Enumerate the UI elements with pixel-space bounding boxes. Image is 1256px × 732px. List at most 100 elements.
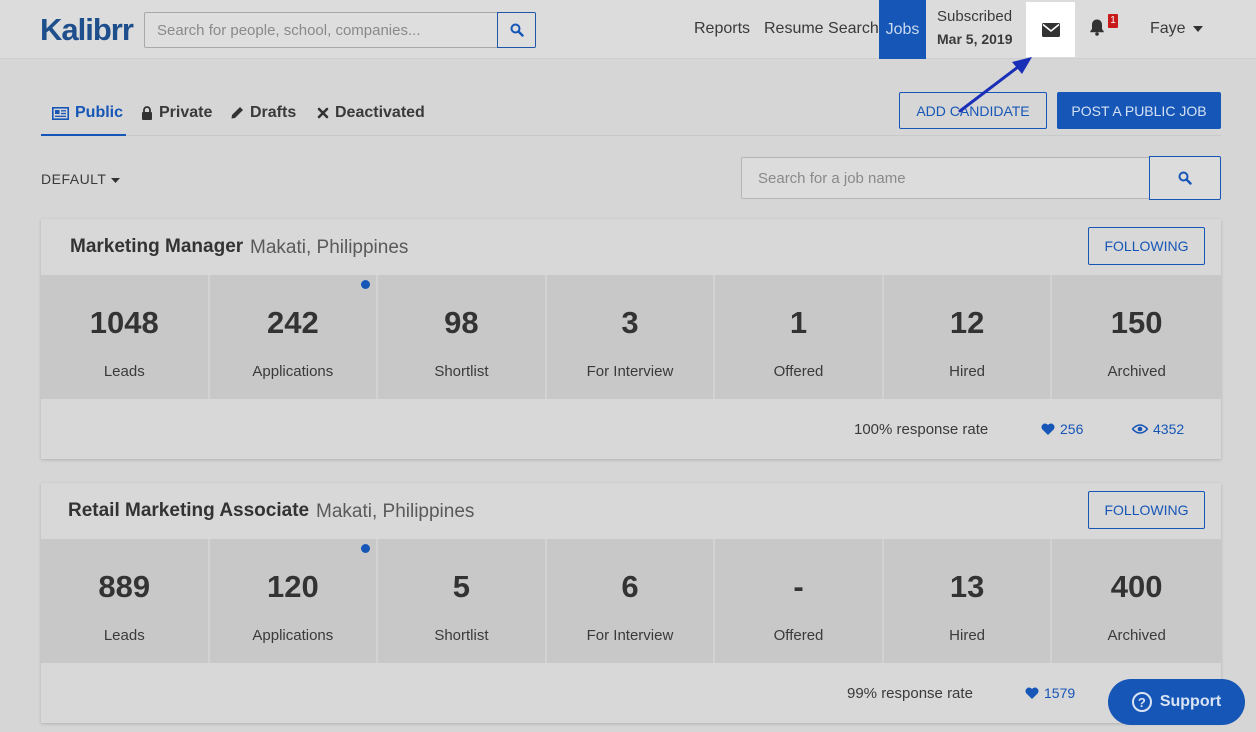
tab-drafts[interactable]: Drafts [230,104,296,122]
global-search [144,12,536,48]
likes-count: 256 [1041,421,1083,437]
global-search-input[interactable] [144,12,498,48]
bell-icon [1090,19,1104,36]
job-search-button[interactable] [1149,156,1221,200]
tab-deactivated[interactable]: Deactivated [317,104,425,122]
new-activity-dot [361,280,371,289]
stat-leads[interactable]: 889 Leads [41,539,210,663]
kalibrr-logo[interactable]: Kalibrr [40,12,134,47]
stat-archived[interactable]: 400 Archived [1052,539,1221,663]
stat-offered[interactable]: 1 Offered [715,275,884,399]
tab-drafts-label: Drafts [250,104,297,121]
stat-shortlist[interactable]: 98 Shortlist [378,275,547,399]
tabs-divider [41,135,1221,136]
views-value: 4352 [1153,421,1185,437]
following-button[interactable]: FOLLOWING [1088,227,1205,265]
job-card: Retail Marketing Associate Makati, Phili… [41,483,1221,723]
messages-button[interactable] [1026,2,1075,57]
views-count: 4352 [1132,421,1184,437]
eye-icon [1132,424,1148,434]
stat-value: 1048 [89,305,159,340]
job-card-header: Retail Marketing Associate Makati, Phili… [41,483,1221,539]
response-rate: 99% response rate [847,685,973,702]
notification-badge: 1 [1108,14,1118,28]
likes-value: 256 [1060,421,1084,437]
likes-value: 1579 [1044,685,1076,701]
x-icon [317,107,329,119]
caret-down-icon [110,177,120,183]
stat-label: Shortlist [434,363,489,380]
stat-hired[interactable]: 13 Hired [883,539,1053,663]
stat-label: Leads [103,627,145,644]
sort-label: DEFAULT [41,171,107,187]
stat-label: Applications [252,363,334,380]
nav-reports[interactable]: Reports [694,20,751,37]
stat-hired[interactable]: 12 Hired [883,275,1053,399]
stat-label: Leads [103,363,145,380]
stat-value: 98 [444,305,479,340]
add-candidate-button[interactable]: ADD CANDIDATE [899,92,1047,129]
pipeline-stats: 1048 Leads 242 Applications 98 Shortlist 3 F… [41,275,1221,399]
job-card: Marketing Manager Makati, Philippines FO… [41,219,1221,459]
notifications-button[interactable] [1088,18,1106,41]
tab-public-label: Public [75,104,124,121]
support-button[interactable]: ? Support [1108,679,1245,725]
newspaper-icon [52,106,69,120]
stat-label: Archived [1107,627,1166,644]
stat-archived[interactable]: 150 Archived [1052,275,1221,399]
stat-offered[interactable]: - Offered [715,539,884,663]
job-location: Makati, Philippines [316,501,475,522]
stat-value: 400 [1110,569,1163,604]
lock-icon [142,106,152,120]
global-search-button[interactable] [497,12,536,48]
following-button[interactable]: FOLLOWING [1088,491,1205,529]
job-card-footer: 100% response rate 256 4352 [41,399,1221,459]
stat-leads[interactable]: 1048 Leads [41,275,210,399]
stat-value: 242 [266,305,319,340]
active-tab-indicator [41,134,126,136]
stat-value: 150 [1110,305,1163,340]
pencil-icon [231,107,243,119]
stat-applications[interactable]: 120 Applications [209,539,379,663]
stat-label: Hired [949,627,986,644]
stat-label: Archived [1107,363,1166,380]
stat-value: - [793,569,804,604]
stat-value: 3 [621,305,639,340]
tab-private[interactable]: Private [141,104,212,122]
stat-for-interview[interactable]: 6 For Interview [546,539,716,663]
nav-jobs[interactable]: Jobs [879,0,926,59]
new-activity-dot [361,544,371,553]
stat-value: 13 [949,569,985,604]
stat-label: Hired [949,363,986,380]
stat-shortlist[interactable]: 5 Shortlist [378,539,547,663]
envelope-icon [1041,22,1060,37]
tab-private-label: Private [159,104,213,121]
nav-resume-search[interactable]: Resume Search [764,20,879,37]
stat-label: For Interview [586,363,674,380]
stat-value: 120 [266,569,319,604]
job-search-input[interactable] [741,157,1150,199]
job-card-footer: 99% response rate 1579 [41,663,1221,723]
tab-deactivated-label: Deactivated [335,104,425,121]
stat-label: Applications [252,627,334,644]
heart-icon [1041,423,1055,435]
job-title[interactable]: Marketing Manager [70,236,244,257]
search-icon [510,23,524,37]
post-public-job-button[interactable]: POST A PUBLIC JOB [1057,92,1221,129]
caret-down-icon [1193,25,1204,32]
user-menu[interactable]: Faye [1150,20,1204,38]
nav-jobs-label: Jobs [885,20,920,38]
stat-value: 1 [789,305,808,340]
job-title[interactable]: Retail Marketing Associate [68,500,310,521]
support-label: Support [1159,693,1222,710]
subscription-date: Mar 5, 2019 [937,31,1013,47]
sort-dropdown[interactable]: DEFAULT [41,171,120,187]
question-icon: ? [1131,692,1152,712]
likes-count: 1579 [1025,685,1075,701]
stat-applications[interactable]: 242 Applications [209,275,379,399]
stat-for-interview[interactable]: 3 For Interview [546,275,716,399]
subscription-status: Subscribed Mar 5, 2019 [937,8,1013,47]
tab-public[interactable]: Public [52,104,123,122]
heart-icon [1025,687,1039,699]
stat-value: 889 [98,569,151,604]
